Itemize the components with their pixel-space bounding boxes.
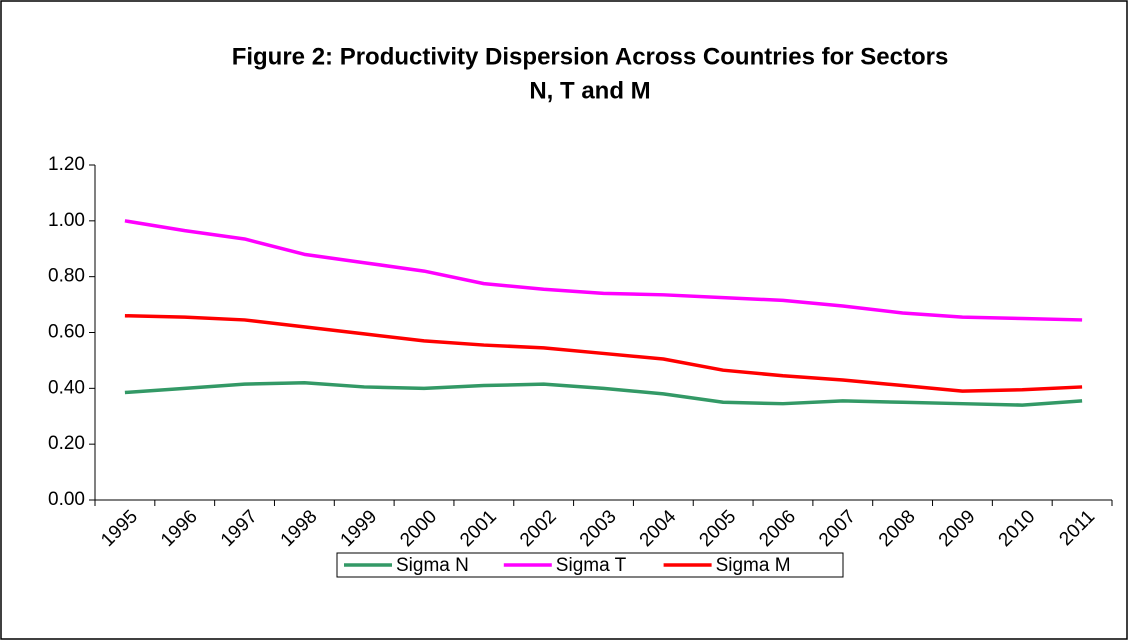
legend-label: Sigma N xyxy=(396,555,469,576)
y-tick-label: 1.20 xyxy=(48,154,85,175)
line-series xyxy=(124,314,1083,393)
line-series xyxy=(124,381,1083,407)
legend-label: Sigma T xyxy=(556,555,627,576)
y-tick-label: 0.80 xyxy=(48,266,85,287)
y-tick-label: 0.20 xyxy=(48,433,85,454)
y-tick-label: 0.00 xyxy=(48,489,85,510)
legend-label: Sigma M xyxy=(716,555,791,576)
chart-title: Figure 2: Productivity Dispersion Across… xyxy=(232,43,949,70)
y-tick-label: 0.40 xyxy=(48,377,85,398)
chart-title: N, T and M xyxy=(529,77,650,104)
y-tick-label: 0.60 xyxy=(48,322,85,343)
legend-box xyxy=(336,552,844,578)
y-tick-label: 1.00 xyxy=(48,210,85,231)
line-series xyxy=(124,219,1083,322)
